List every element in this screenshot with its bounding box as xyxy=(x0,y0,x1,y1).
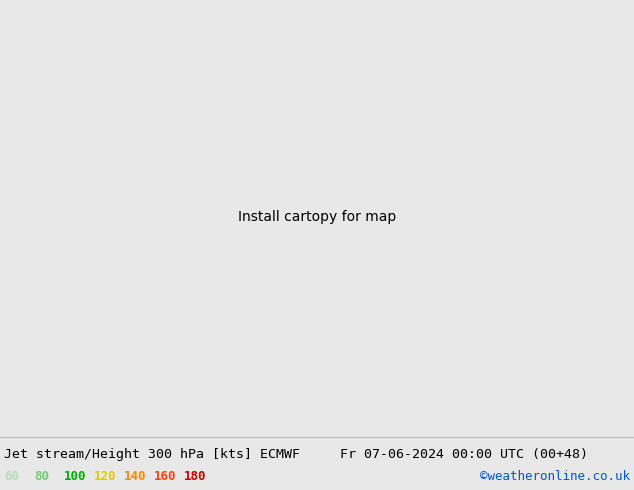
Text: 180: 180 xyxy=(184,469,207,483)
Text: 100: 100 xyxy=(64,469,86,483)
Text: 80: 80 xyxy=(34,469,49,483)
Text: 120: 120 xyxy=(94,469,117,483)
Text: 160: 160 xyxy=(154,469,176,483)
Text: Fr 07-06-2024 00:00 UTC (00+48): Fr 07-06-2024 00:00 UTC (00+48) xyxy=(340,448,588,462)
Text: Install cartopy for map: Install cartopy for map xyxy=(238,210,396,224)
Text: ©weatheronline.co.uk: ©weatheronline.co.uk xyxy=(480,469,630,483)
Text: 140: 140 xyxy=(124,469,146,483)
Text: Jet stream/Height 300 hPa [kts] ECMWF: Jet stream/Height 300 hPa [kts] ECMWF xyxy=(4,448,300,462)
Text: 60: 60 xyxy=(4,469,19,483)
